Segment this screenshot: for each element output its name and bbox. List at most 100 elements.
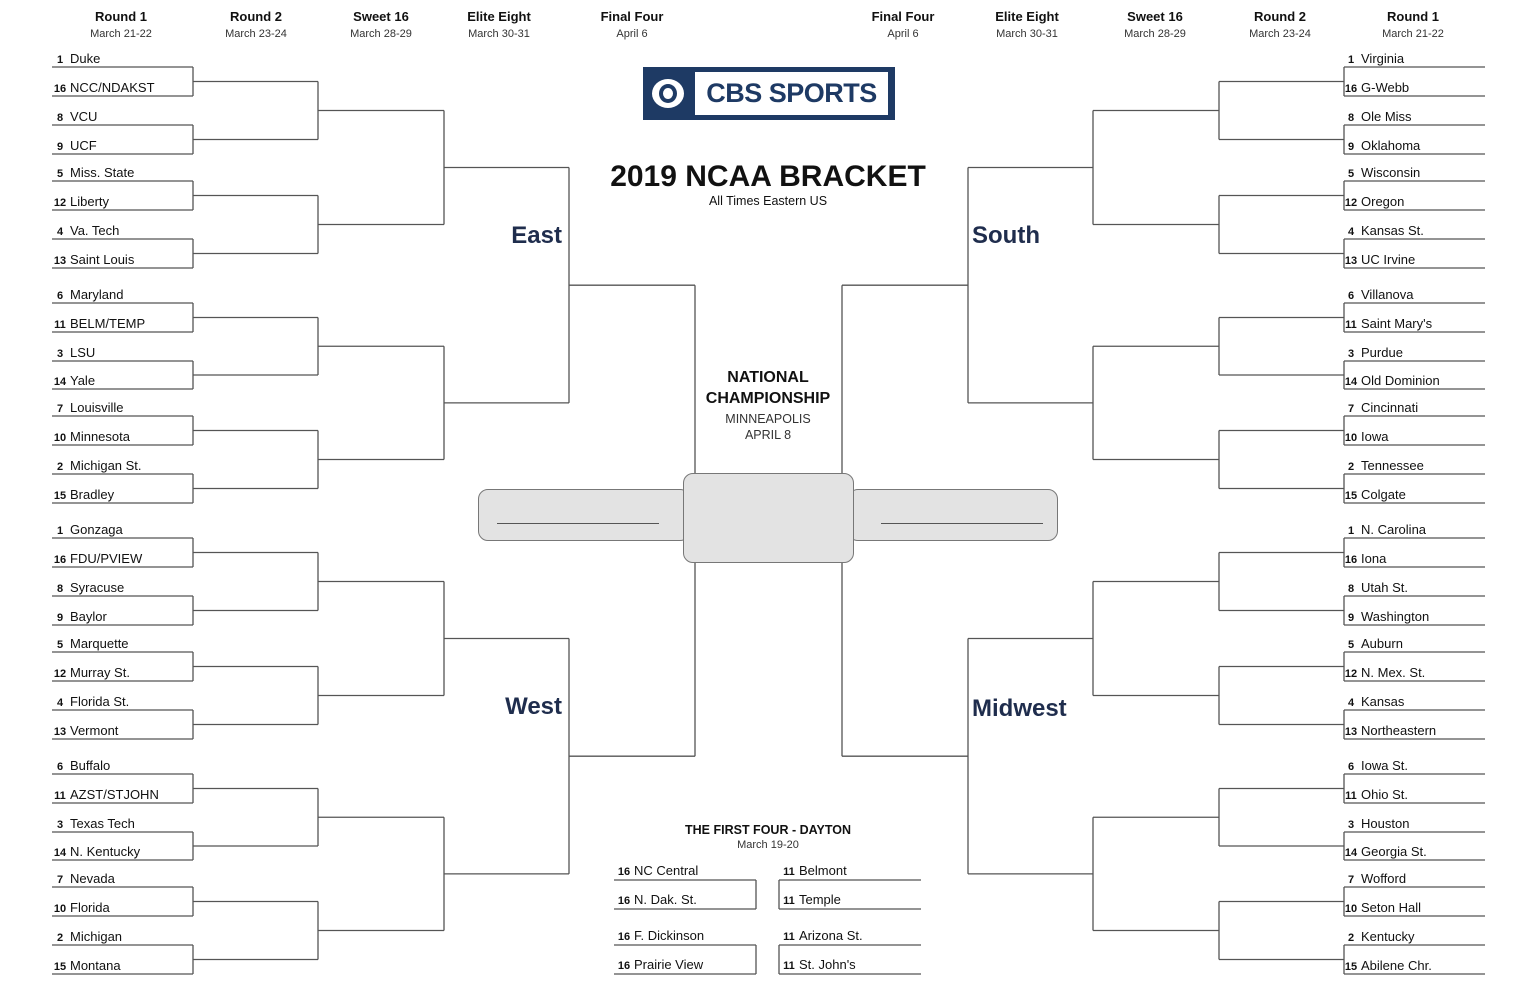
team-slot[interactable]: 3 Purdue bbox=[1343, 345, 1403, 361]
team-name: NCC/NDAKST bbox=[70, 80, 155, 95]
team-seed: 14 bbox=[53, 376, 67, 388]
team-name: Houston bbox=[1361, 816, 1410, 831]
round-dates: March 30-31 bbox=[468, 28, 530, 40]
team-slot[interactable]: 7 Wofford bbox=[1343, 871, 1406, 887]
team-slot[interactable]: 4 Va. Tech bbox=[52, 223, 119, 239]
team-slot[interactable]: 14 Yale bbox=[52, 373, 95, 389]
team-slot[interactable]: 8 Utah St. bbox=[1343, 580, 1408, 596]
team-slot[interactable]: 2 Michigan St. bbox=[52, 458, 142, 474]
team-slot[interactable]: 5 Auburn bbox=[1343, 636, 1403, 652]
team-slot[interactable]: 4 Kansas St. bbox=[1343, 223, 1424, 239]
team-slot[interactable]: 7 Nevada bbox=[52, 871, 115, 887]
team-slot[interactable]: 15 Montana bbox=[52, 958, 121, 974]
team-slot[interactable]: 9 Baylor bbox=[52, 609, 107, 625]
team-slot[interactable]: 11 Saint Mary's bbox=[1343, 316, 1432, 332]
team-slot[interactable]: 11 St. John's bbox=[781, 957, 856, 973]
team-slot[interactable]: 6 Iowa St. bbox=[1343, 758, 1408, 774]
team-slot[interactable]: 2 Michigan bbox=[52, 929, 122, 945]
team-slot[interactable]: 6 Buffalo bbox=[52, 758, 110, 774]
team-slot[interactable]: 5 Wisconsin bbox=[1343, 165, 1420, 181]
team-slot[interactable]: 13 UC Irvine bbox=[1343, 252, 1415, 268]
team-slot[interactable]: 11 Ohio St. bbox=[1343, 787, 1408, 803]
team-slot[interactable]: 6 Maryland bbox=[52, 287, 124, 303]
team-slot[interactable]: 16 N. Dak. St. bbox=[616, 892, 697, 908]
team-seed: 14 bbox=[1344, 847, 1358, 859]
team-slot[interactable]: 10 Iowa bbox=[1343, 429, 1389, 445]
team-slot[interactable]: 5 Marquette bbox=[52, 636, 129, 652]
team-seed: 15 bbox=[1344, 490, 1358, 502]
team-name: Liberty bbox=[70, 194, 110, 209]
team-slot[interactable]: 13 Saint Louis bbox=[52, 252, 134, 268]
round-dates: March 23-24 bbox=[225, 28, 287, 40]
team-slot[interactable]: 12 Murray St. bbox=[52, 665, 130, 681]
championship-city: MINNEAPOLIS bbox=[725, 412, 811, 426]
team-slot[interactable]: 4 Florida St. bbox=[52, 694, 129, 710]
team-slot[interactable]: 16 Iona bbox=[1343, 551, 1386, 567]
team-slot[interactable]: 8 Syracuse bbox=[52, 580, 124, 596]
team-slot[interactable]: 14 N. Kentucky bbox=[52, 844, 140, 860]
team-slot[interactable]: 16 F. Dickinson bbox=[616, 928, 704, 944]
team-name: Murray St. bbox=[70, 665, 130, 680]
team-slot[interactable]: 16 NCC/NDAKST bbox=[52, 80, 155, 96]
team-slot[interactable]: 2 Tennessee bbox=[1343, 458, 1424, 474]
round-header: Elite Eight March 30-31 bbox=[957, 0, 1097, 40]
final-four-right-slot[interactable] bbox=[848, 489, 1058, 541]
team-slot[interactable]: 16 Prairie View bbox=[616, 957, 703, 973]
team-seed: 1 bbox=[56, 525, 64, 537]
team-slot[interactable]: 6 Villanova bbox=[1343, 287, 1414, 303]
team-seed: 4 bbox=[56, 697, 64, 709]
team-slot[interactable]: 11 Arizona St. bbox=[781, 928, 862, 944]
team-slot[interactable]: 10 Florida bbox=[52, 900, 110, 916]
final-four-left-slot[interactable] bbox=[478, 489, 690, 541]
team-slot[interactable]: 1 Gonzaga bbox=[52, 522, 123, 538]
team-slot[interactable]: 9 Oklahoma bbox=[1343, 138, 1420, 154]
team-slot[interactable]: 1 Duke bbox=[52, 51, 100, 67]
team-slot[interactable]: 12 N. Mex. St. bbox=[1343, 665, 1425, 681]
team-slot[interactable]: 10 Minnesota bbox=[52, 429, 130, 445]
team-seed: 6 bbox=[56, 761, 64, 773]
champion-slot[interactable] bbox=[683, 473, 854, 563]
team-seed: 11 bbox=[783, 960, 795, 972]
team-slot[interactable]: 9 UCF bbox=[52, 138, 97, 154]
team-seed: 9 bbox=[56, 612, 64, 624]
team-name: Belmont bbox=[799, 863, 847, 878]
team-slot[interactable]: 10 Seton Hall bbox=[1343, 900, 1421, 916]
team-slot[interactable]: 16 FDU/PVIEW bbox=[52, 551, 142, 567]
team-slot[interactable]: 2 Kentucky bbox=[1343, 929, 1415, 945]
team-slot[interactable]: 3 Texas Tech bbox=[52, 816, 135, 832]
team-slot[interactable]: 11 Temple bbox=[781, 892, 841, 908]
team-slot[interactable]: 1 Virginia bbox=[1343, 51, 1404, 67]
team-slot[interactable]: 16 G-Webb bbox=[1343, 80, 1409, 96]
team-slot[interactable]: 8 Ole Miss bbox=[1343, 109, 1412, 125]
team-slot[interactable]: 16 NC Central bbox=[616, 863, 698, 879]
team-slot[interactable]: 11 AZST/STJOHN bbox=[52, 787, 159, 803]
team-name: Michigan St. bbox=[70, 458, 142, 473]
team-slot[interactable]: 14 Georgia St. bbox=[1343, 844, 1427, 860]
team-slot[interactable]: 15 Bradley bbox=[52, 487, 114, 503]
team-seed: 7 bbox=[1347, 874, 1355, 886]
team-slot[interactable]: 3 Houston bbox=[1343, 816, 1409, 832]
team-slot[interactable]: 12 Oregon bbox=[1343, 194, 1405, 210]
team-slot[interactable]: 1 N. Carolina bbox=[1343, 522, 1426, 538]
team-slot[interactable]: 7 Louisville bbox=[52, 400, 124, 416]
team-seed: 15 bbox=[53, 490, 67, 502]
team-slot[interactable]: 7 Cincinnati bbox=[1343, 400, 1418, 416]
team-slot[interactable]: 13 Vermont bbox=[52, 723, 119, 739]
team-slot[interactable]: 9 Washington bbox=[1343, 609, 1429, 625]
team-name: Texas Tech bbox=[70, 816, 135, 831]
team-slot[interactable]: 4 Kansas bbox=[1343, 694, 1404, 710]
team-slot[interactable]: 15 Abilene Chr. bbox=[1343, 958, 1432, 974]
team-slot[interactable]: 14 Old Dominion bbox=[1343, 373, 1440, 389]
team-name: Montana bbox=[70, 958, 121, 973]
team-slot[interactable]: 11 Belmont bbox=[781, 863, 847, 879]
team-slot[interactable]: 12 Liberty bbox=[52, 194, 109, 210]
team-name: Florida bbox=[70, 900, 110, 915]
team-slot[interactable]: 11 BELM/TEMP bbox=[52, 316, 145, 332]
team-name: LSU bbox=[70, 345, 96, 360]
team-slot[interactable]: 5 Miss. State bbox=[52, 165, 134, 181]
team-slot[interactable]: 3 LSU bbox=[52, 345, 95, 361]
team-slot[interactable]: 15 Colgate bbox=[1343, 487, 1406, 503]
team-slot[interactable]: 8 VCU bbox=[52, 109, 98, 125]
team-slot[interactable]: 13 Northeastern bbox=[1343, 723, 1436, 739]
first-four-title: THE FIRST FOUR - DAYTON bbox=[685, 823, 851, 837]
